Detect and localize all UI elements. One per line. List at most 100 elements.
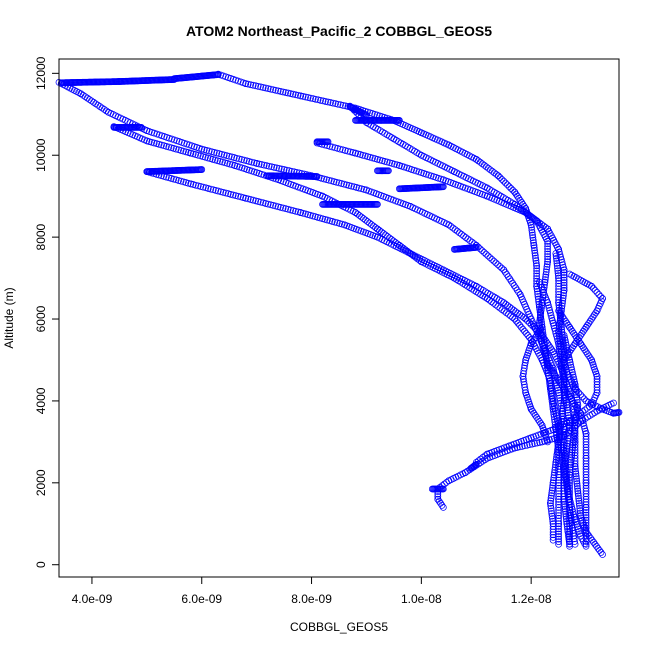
data-point <box>529 322 537 330</box>
data-point <box>582 482 590 489</box>
data-point <box>564 406 571 414</box>
data-point <box>567 463 574 471</box>
y-tick-label: 10000 <box>34 138 48 172</box>
data-point <box>566 323 573 331</box>
data-point <box>200 146 208 154</box>
data-point <box>591 286 599 294</box>
data-point <box>557 355 565 363</box>
data-point <box>544 250 552 258</box>
data-point <box>593 381 601 388</box>
data-point <box>512 317 520 325</box>
data-point <box>558 415 566 423</box>
data-point <box>539 342 547 350</box>
data-point <box>278 165 285 173</box>
data-point <box>548 492 555 499</box>
data-point <box>543 260 551 268</box>
data-point <box>437 499 444 507</box>
data-point <box>254 82 262 90</box>
data-point <box>507 312 514 320</box>
data-point <box>568 454 575 461</box>
data-point <box>552 458 560 466</box>
data-point <box>536 317 544 324</box>
data-point <box>558 365 566 373</box>
data-point <box>494 172 502 180</box>
data-point <box>439 183 447 191</box>
data-point <box>360 186 368 193</box>
data-point <box>552 252 560 260</box>
data-point <box>532 257 540 265</box>
data-point <box>581 425 589 432</box>
data-point <box>519 325 527 333</box>
data-point <box>563 517 570 525</box>
data-point <box>549 397 557 405</box>
data-point <box>571 435 579 443</box>
data-point <box>566 495 573 503</box>
data-point <box>521 359 529 367</box>
data-point <box>560 266 568 274</box>
data-point <box>498 264 506 272</box>
data-point <box>538 301 546 309</box>
data-point <box>329 99 337 107</box>
data-point <box>560 381 568 388</box>
data-point <box>553 257 561 265</box>
data-point <box>572 472 580 480</box>
data-point <box>582 468 590 476</box>
data-point <box>294 91 302 99</box>
data-point <box>582 521 590 529</box>
data-point <box>571 381 579 388</box>
data-point <box>544 258 552 266</box>
data-point <box>447 223 455 230</box>
data-point <box>582 509 590 516</box>
data-point <box>531 252 539 259</box>
data-point <box>327 99 334 106</box>
data-point <box>307 94 314 102</box>
data-point <box>289 207 297 214</box>
data-point <box>574 487 582 495</box>
data-point <box>562 473 569 481</box>
data-point <box>559 461 567 469</box>
data-point <box>253 160 261 167</box>
data-point <box>561 470 569 478</box>
data-point <box>547 505 555 512</box>
data-point <box>328 177 335 185</box>
data-point <box>569 371 577 379</box>
data-point <box>364 218 371 225</box>
data-point <box>555 282 562 290</box>
data-point <box>556 425 564 433</box>
data-point <box>555 304 563 311</box>
data-point <box>557 358 565 365</box>
data-point <box>546 309 554 317</box>
data-point <box>582 463 590 470</box>
data-point <box>582 430 590 438</box>
data-point <box>582 504 590 511</box>
data-point <box>554 441 562 448</box>
data-point <box>280 166 288 173</box>
data-point <box>532 259 540 267</box>
data-point <box>562 341 570 349</box>
data-point <box>533 267 541 275</box>
data-point <box>573 475 580 483</box>
data-point <box>557 256 565 264</box>
data-point <box>194 182 202 190</box>
data-point <box>549 484 556 492</box>
data-point <box>346 148 354 156</box>
data-point <box>529 234 537 242</box>
data-point <box>566 479 573 487</box>
data-point <box>234 192 242 200</box>
data-point <box>555 293 562 301</box>
data-point <box>536 418 543 425</box>
data-point <box>520 370 527 377</box>
data-point <box>557 253 565 261</box>
data-point <box>556 350 564 358</box>
data-point <box>322 98 329 105</box>
data-point <box>100 106 108 113</box>
data-point <box>282 89 289 96</box>
data-point <box>581 325 589 333</box>
data-point <box>528 226 536 234</box>
data-point <box>213 149 221 157</box>
data-point <box>555 296 562 304</box>
data-point <box>517 323 525 331</box>
data-point <box>582 460 590 468</box>
data-point <box>566 487 573 495</box>
x-tick-label: 6.0e-09 <box>181 592 222 606</box>
